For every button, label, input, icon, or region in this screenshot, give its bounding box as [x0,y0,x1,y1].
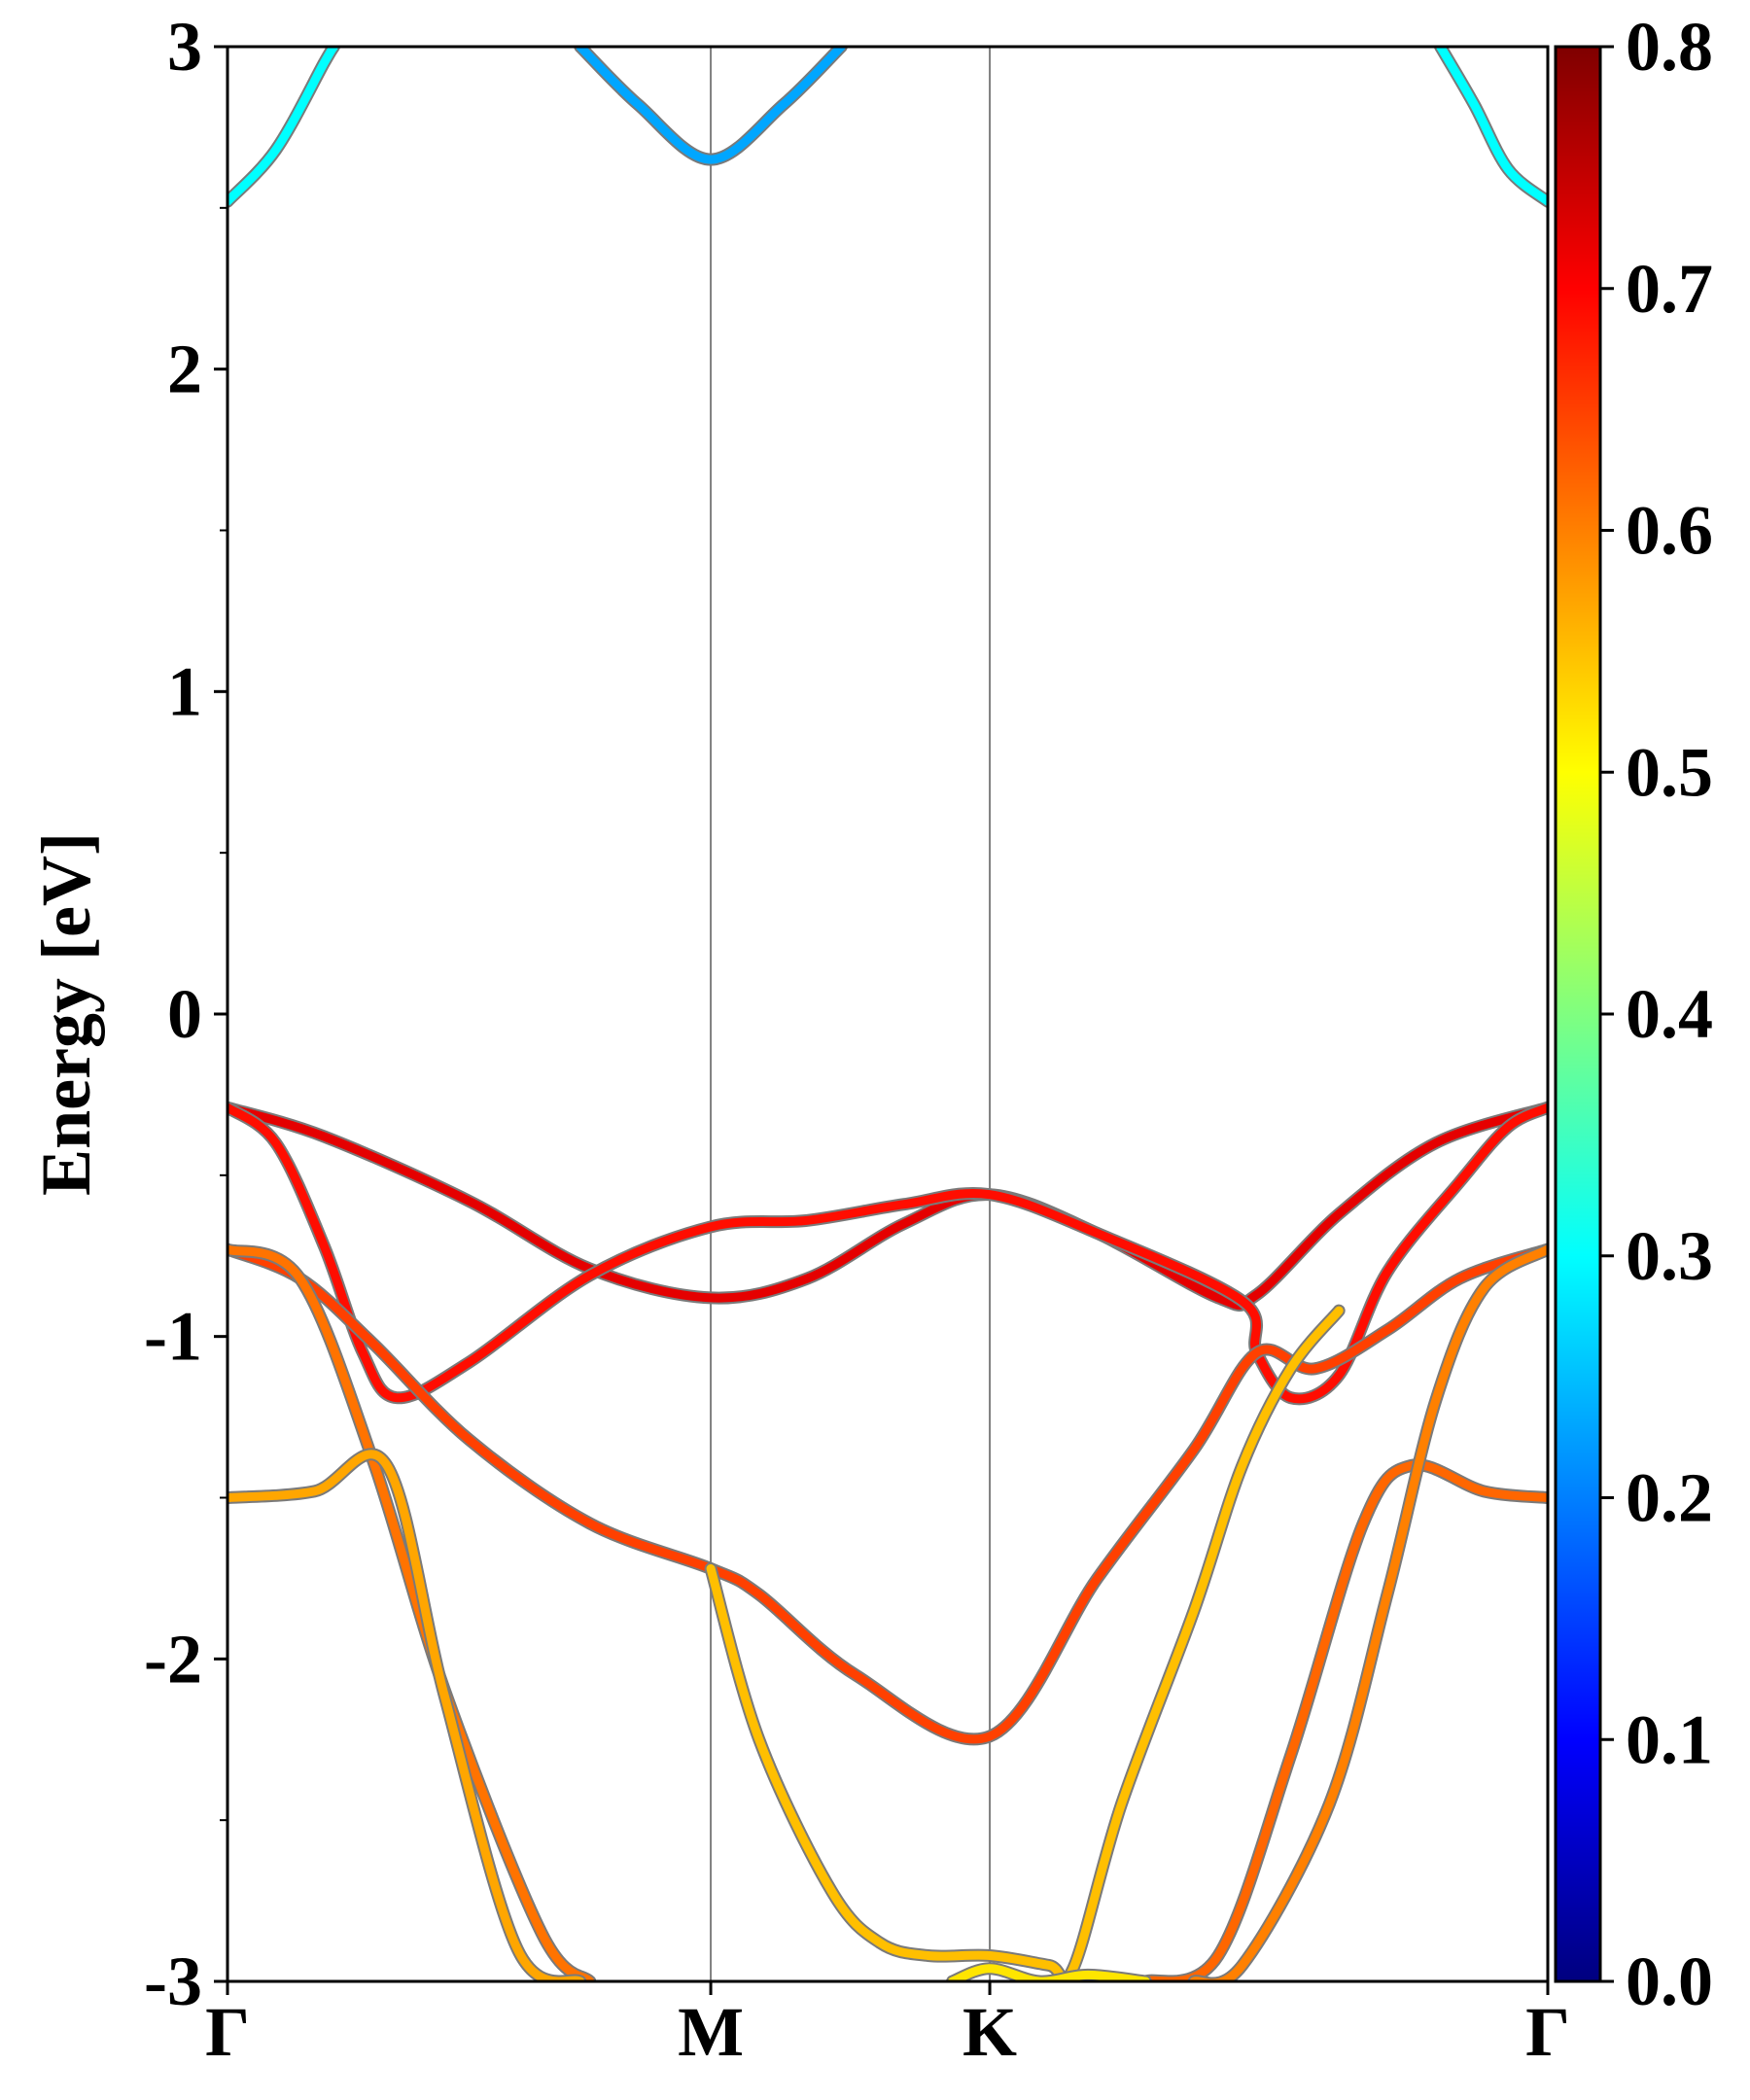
y-tick-label: -1 [144,1298,202,1376]
band-4 [228,1102,1548,1404]
band-0 [228,47,338,206]
y-axis: -3 -2 -1 0 1 2 3 [144,8,228,2020]
band-outline-8 [1138,1458,1548,1981]
x-tick-label: Γ [1525,1993,1570,2071]
band-6 [228,1244,595,1981]
band-outline-6 [228,1242,597,1981]
band-9 [1189,1244,1548,1981]
y-tick-label: 3 [167,8,202,86]
y-axis-title: Energy [eV] [27,832,105,1196]
band-3 [228,1102,1548,1311]
colorbar-tick-label: 0.0 [1626,1942,1713,2020]
x-tick-label: Γ [205,1993,250,2071]
colorbar-tick-label: 0.5 [1626,733,1713,811]
colorbar-tick-label: 0.8 [1626,8,1713,86]
y-tick-label: -3 [144,1942,202,2020]
colorbar-gradient [1554,45,1602,1983]
colorbar: 0.0 0.1 0.2 0.3 0.4 0.5 0.6 0.7 0.8 [1554,8,1713,2020]
colorbar-tick-label: 0.1 [1626,1700,1713,1778]
band-11 [948,1964,1150,1981]
x-tick-label: K [962,1993,1017,2071]
band-8 [1140,1460,1548,1981]
band-1 [576,47,846,164]
colorbar-tick-label: 0.7 [1626,250,1713,328]
y-tick-label: 2 [167,331,202,408]
colorbar-tick-label: 0.2 [1626,1459,1713,1537]
high-symmetry-lines [710,47,992,1981]
band-2 [1436,47,1548,206]
colorbar-tick-label: 0.4 [1626,975,1713,1053]
x-tick-label: M [678,1993,744,2071]
band-5 [228,1244,1548,1744]
band-outline-5 [228,1242,1548,1746]
y-tick-label: 1 [167,652,202,730]
colorbar-tick-label: 0.3 [1626,1217,1713,1295]
band-7 [228,1450,585,1981]
band-lines [228,47,1548,1981]
y-tick-label: 0 [167,975,202,1053]
colorbar-tick-label: 0.6 [1626,492,1713,570]
y-tick-label: -2 [144,1620,202,1698]
